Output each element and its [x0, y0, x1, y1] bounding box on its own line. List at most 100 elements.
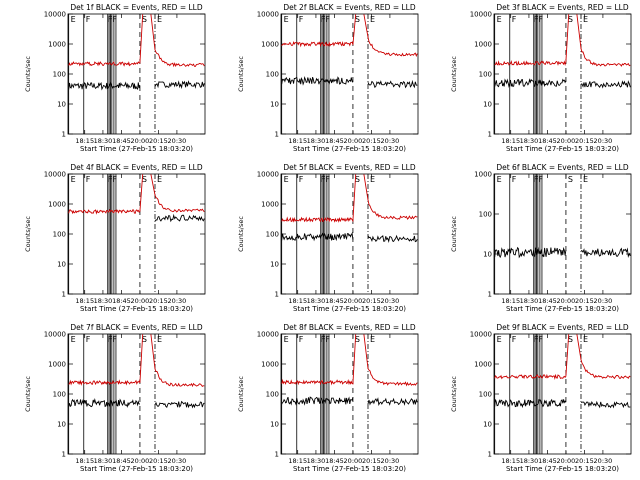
marker-letter: FF — [534, 335, 544, 344]
panel-det-9f: Det 9f BLACK = Events, RED = LLD 1 10 100 10… — [450, 323, 632, 473]
y-tick-label: 1000 — [474, 41, 492, 49]
x-tick-label: 20:30 — [381, 297, 400, 305]
panel-det-7f: Det 7f BLACK = Events, RED = LLD 1 10 100 10… — [24, 323, 206, 473]
x-tick-label: 20:30 — [168, 297, 187, 305]
marker-letter: F — [299, 175, 304, 184]
y-tick-label: 100 — [266, 71, 279, 79]
x-tick-label: 20:30 — [594, 137, 613, 145]
marker-letter: S — [568, 335, 573, 344]
x-tick-label: 18:45 — [325, 297, 344, 305]
x-tick-label: 18:30 — [94, 137, 113, 145]
y-tick-label: 1000 — [474, 171, 492, 179]
x-tick-label: 20:15 — [362, 297, 381, 305]
marker-letter: F — [299, 335, 304, 344]
x-tick-label: 20:30 — [381, 137, 400, 145]
series-line-events — [68, 398, 205, 409]
y-tick-label: 10 — [57, 261, 66, 269]
series-line-lld — [281, 334, 418, 387]
x-axis-label: Start Time (27-Feb-15 18:03:20) — [293, 305, 406, 313]
x-tick-label: 18:15 — [75, 457, 94, 465]
x-axis-label: Start Time (27-Feb-15 18:03:20) — [506, 305, 619, 313]
series-line-events — [494, 78, 631, 89]
marker-letter: FF — [534, 175, 544, 184]
x-tick-label: 20:30 — [594, 457, 613, 465]
x-tick-label: 20:00 — [344, 297, 363, 305]
plot-frame — [280, 333, 419, 455]
x-tick-label: 18:15 — [288, 137, 307, 145]
y-tick-label: 1 — [62, 451, 66, 459]
marker-letter: E — [583, 335, 588, 344]
x-tick-label: 20:30 — [168, 457, 187, 465]
x-tick-label: 18:30 — [94, 457, 113, 465]
y-tick-label: 10 — [270, 261, 279, 269]
panel-title: Det 3f BLACK = Events, RED = LLD — [496, 3, 629, 12]
y-tick-label: 100 — [266, 231, 279, 239]
y-axis-label: Counts/sec — [24, 216, 32, 252]
y-tick-label: 10 — [57, 421, 66, 429]
y-tick-label: 10 — [483, 101, 492, 109]
x-axis-label: Start Time (27-Feb-15 18:03:20) — [506, 145, 619, 153]
marker-letter: F — [512, 15, 517, 24]
marker-letter: E — [157, 175, 162, 184]
x-axis-label: Start Time (27-Feb-15 18:03:20) — [80, 145, 193, 153]
marker-letter: FF — [108, 335, 118, 344]
marker-letter: S — [142, 15, 147, 24]
x-axis-label: Start Time (27-Feb-15 18:03:20) — [293, 145, 406, 153]
y-tick-label: 1 — [275, 291, 279, 299]
series-line-events — [281, 76, 418, 89]
panel-det-1f: Det 1f BLACK = Events, RED = LLD 1 10 100 10… — [24, 3, 206, 153]
y-tick-label: 1000 — [261, 41, 279, 49]
panel-det-4f: Det 4f BLACK = Events, RED = LLD 1 10 100 10… — [24, 163, 206, 313]
series-line-lld — [281, 174, 418, 223]
y-tick-label: 10000 — [470, 11, 492, 19]
x-axis-label: Start Time (27-Feb-15 18:03:20) — [80, 465, 193, 473]
x-tick-label: 20:15 — [575, 137, 594, 145]
marker-letter: E — [583, 175, 588, 184]
y-tick-label: 10000 — [44, 171, 66, 179]
x-tick-label: 18:45 — [538, 297, 557, 305]
x-tick-label: 20:00 — [557, 137, 576, 145]
y-tick-label: 1 — [275, 451, 279, 459]
panel-title: Det 1f BLACK = Events, RED = LLD — [70, 3, 203, 12]
x-tick-label: 18:15 — [288, 457, 307, 465]
marker-letter: E — [71, 335, 76, 344]
panel-det-2f: Det 2f BLACK = Events, RED = LLD 1 10 100 10… — [237, 3, 419, 153]
y-tick-label: 100 — [479, 71, 492, 79]
y-tick-label: 1000 — [48, 361, 66, 369]
plot-frame — [493, 173, 632, 295]
marker-letter: S — [142, 175, 147, 184]
marker-letter: FF — [321, 335, 331, 344]
marker-letter: E — [370, 335, 375, 344]
y-axis-label: Counts/sec — [24, 56, 32, 92]
series-line-lld — [494, 334, 631, 380]
x-tick-label: 18:30 — [307, 137, 326, 145]
x-tick-label: 18:15 — [501, 137, 520, 145]
x-tick-label: 18:15 — [75, 297, 94, 305]
x-tick-label: 18:15 — [288, 297, 307, 305]
series-line-events — [154, 213, 205, 223]
x-tick-label: 20:15 — [149, 457, 168, 465]
marker-letter: F — [86, 15, 91, 24]
marker-letter: F — [86, 175, 91, 184]
marker-letter: S — [355, 335, 360, 344]
marker-letter: E — [157, 15, 162, 24]
x-tick-label: 20:15 — [149, 297, 168, 305]
x-tick-label: 18:30 — [307, 457, 326, 465]
marker-letter: FF — [108, 175, 118, 184]
plot-frame — [493, 333, 632, 455]
x-axis-label: Start Time (27-Feb-15 18:03:20) — [293, 465, 406, 473]
series-line-events — [494, 398, 631, 409]
plot-frame — [493, 13, 632, 135]
marker-letter: E — [284, 335, 289, 344]
marker-letter: E — [284, 175, 289, 184]
marker-letter: S — [568, 15, 573, 24]
x-tick-label: 18:45 — [112, 297, 131, 305]
panel-det-6f: Det 6f BLACK = Events, RED = LLD 1 10 100 10… — [450, 163, 632, 313]
y-axis-label: Counts/sec — [237, 376, 245, 412]
series-line-lld — [68, 174, 205, 215]
marker-letter: E — [370, 15, 375, 24]
y-tick-label: 100 — [53, 391, 66, 399]
y-tick-label: 1000 — [261, 361, 279, 369]
marker-letter: S — [355, 175, 360, 184]
